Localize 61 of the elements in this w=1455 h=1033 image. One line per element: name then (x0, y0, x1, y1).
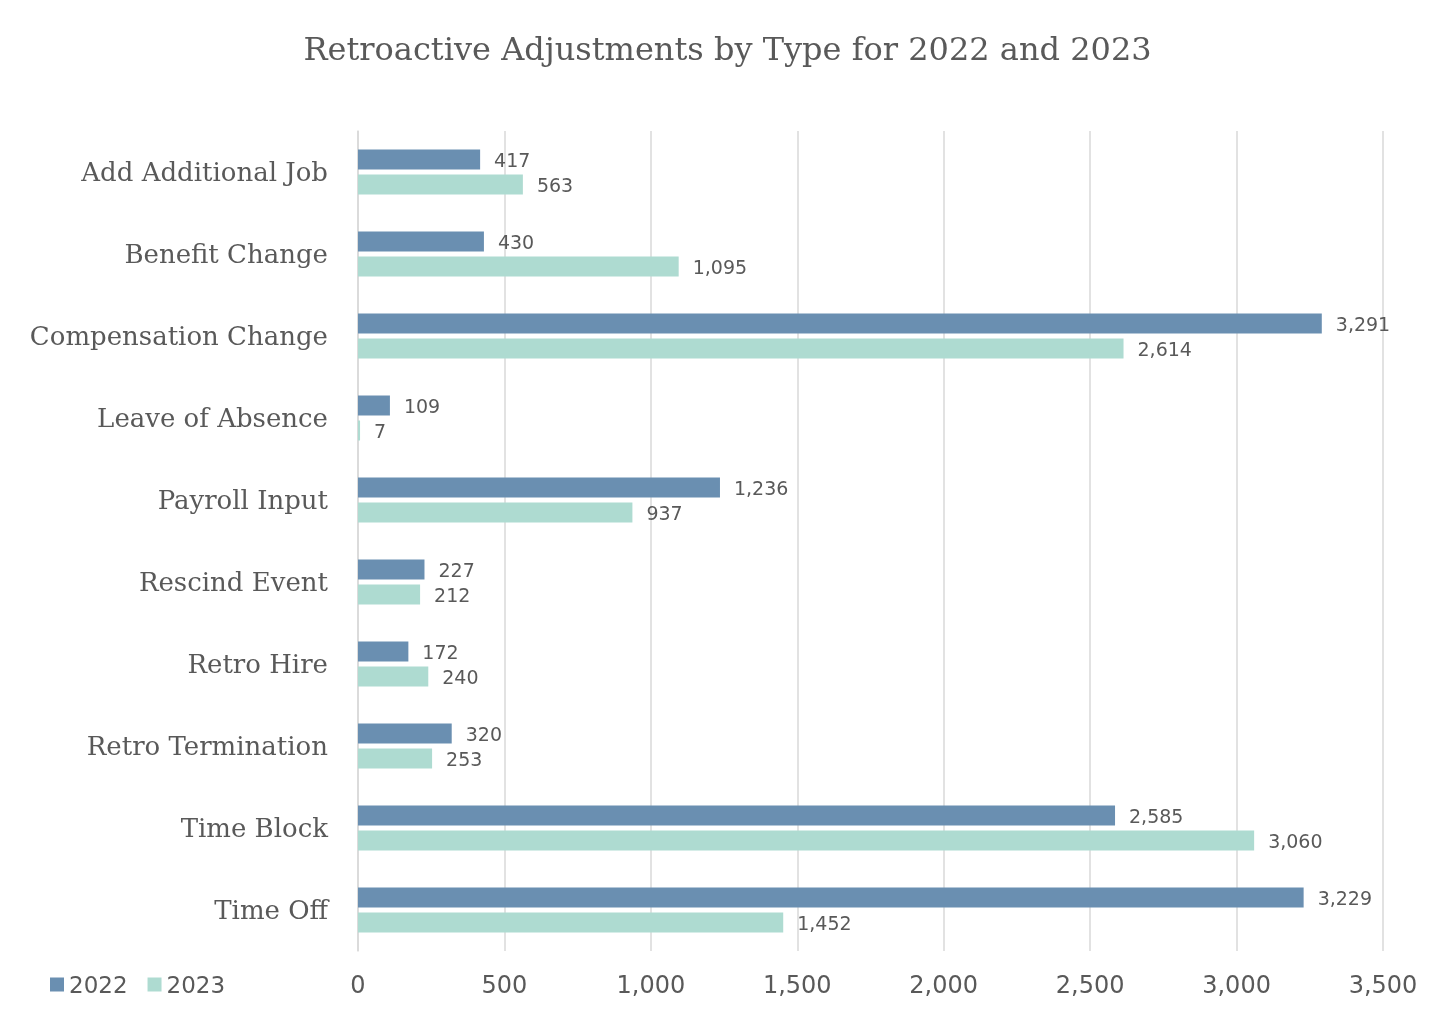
data-label: 253 (446, 747, 483, 770)
x-tick-label: 0 (350, 971, 366, 999)
bar (358, 584, 421, 605)
x-tick-label: 3,000 (1202, 971, 1271, 999)
bar (358, 313, 1322, 334)
data-label: 3,229 (1317, 886, 1373, 909)
y-tick-label: Compensation Change (29, 321, 328, 351)
bar (358, 887, 1304, 908)
x-tick-label: 3,500 (1348, 971, 1418, 999)
data-label: 212 (434, 583, 471, 606)
data-label: 227 (438, 558, 475, 581)
data-label: 240 (442, 665, 479, 688)
data-label: 937 (646, 501, 683, 524)
y-tick-label: Retro Termination (86, 731, 329, 761)
y-tick-label: Rescind Event (138, 567, 329, 597)
bar (358, 420, 361, 441)
bar (358, 338, 1124, 359)
y-tick-label: Leave of Absence (97, 403, 328, 433)
data-label: 109 (403, 394, 441, 417)
legend-label: 2023 (166, 971, 226, 998)
bar (358, 231, 484, 252)
data-label: 7 (374, 419, 387, 442)
data-label: 3,291 (1335, 312, 1391, 335)
bar (358, 256, 679, 277)
data-label: 2,614 (1137, 337, 1192, 360)
bar (358, 805, 1116, 826)
bar (358, 149, 481, 170)
bar (358, 395, 390, 416)
y-tick-label: Add Additional Job (80, 157, 328, 187)
bar (358, 830, 1255, 851)
bar (358, 502, 633, 523)
data-label: 1,236 (733, 476, 789, 499)
data-label: 417 (494, 148, 531, 171)
x-tick-label: 2,500 (1055, 971, 1125, 999)
bar (358, 723, 452, 744)
y-tick-label: Payroll Input (157, 485, 329, 515)
data-label: 3,060 (1268, 829, 1323, 852)
bar (358, 641, 409, 662)
data-label: 320 (465, 722, 502, 745)
x-tick-label: 1,000 (616, 971, 686, 999)
x-tick-label: 1,500 (762, 971, 832, 999)
data-label: 2,585 (1129, 804, 1184, 827)
legend-label: 2022 (69, 971, 128, 998)
bar (358, 748, 433, 769)
x-tick-label: 500 (481, 971, 528, 999)
y-tick-label: Time Block (180, 813, 329, 843)
x-tick-label: 2,000 (909, 971, 979, 999)
chart-title: Retroactive Adjustments by Type for 2022 and 2023 (303, 30, 1152, 68)
data-label: 1,452 (797, 911, 852, 934)
bar (358, 559, 425, 580)
data-label: 172 (422, 640, 459, 663)
bar (358, 666, 429, 687)
bar (358, 912, 784, 933)
data-label: 563 (536, 173, 574, 196)
bar (358, 174, 523, 195)
data-label: 1,095 (692, 255, 748, 278)
data-label: 430 (497, 230, 535, 253)
y-tick-label: Time Off (214, 895, 331, 925)
y-tick-label: Retro Hire (187, 649, 328, 679)
y-tick-label: Benefit Change (124, 239, 328, 269)
bar (358, 477, 720, 498)
